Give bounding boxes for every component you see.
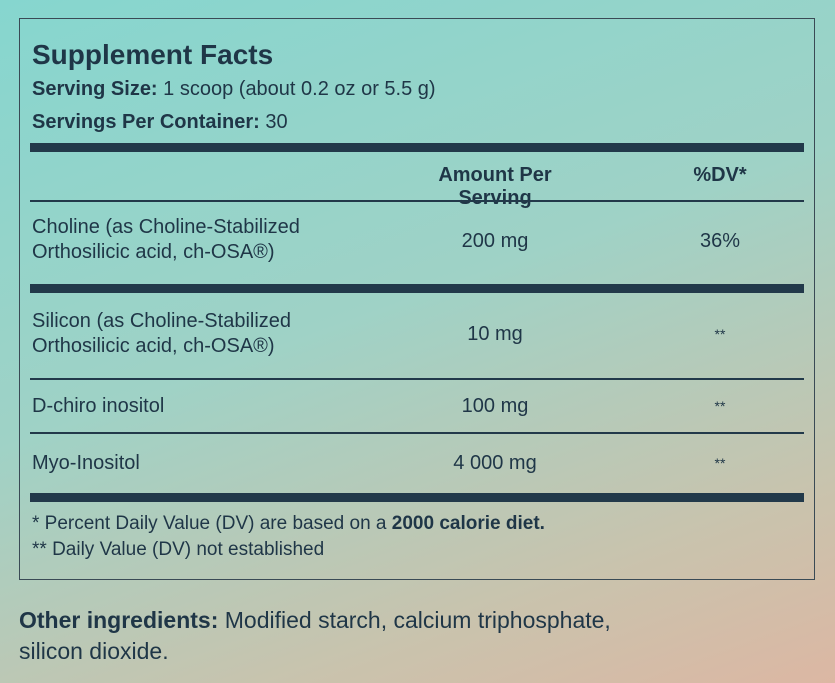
supplement-facts-panel: Supplement Facts Serving Size: 1 scoop (… (19, 18, 815, 580)
facts-title: Supplement Facts (32, 39, 274, 70)
divider (30, 378, 804, 380)
ingredient-dv: ** (714, 455, 726, 471)
ingredient-amount: 10 mg (467, 323, 523, 345)
other-ingredients-label: Other ingredients: (19, 607, 219, 633)
header-amount: Amount Per Serving (438, 164, 552, 209)
ingredient-name: Myo-Inositol (32, 452, 140, 474)
ingredient-name: Choline (as Choline-Stabilized Orthosili… (32, 216, 300, 263)
ingredient-name: Silicon (as Choline-Stabilized Orthosili… (32, 310, 292, 357)
ingredient-dv: ** (714, 398, 726, 414)
other-ingredients-text: Modified starch, calcium triphosphate, s… (19, 607, 611, 664)
ingredient-amount: 200 mg (461, 230, 529, 252)
servings-label: Servings Per Container: (32, 111, 260, 133)
ingredient-amount: 100 mg (461, 395, 529, 417)
serving-size-label: Serving Size: (32, 78, 158, 100)
servings-value: 30 (265, 111, 288, 133)
thick-divider (30, 284, 804, 293)
footnote-dv: * Percent Daily Value (DV) are based on … (32, 513, 545, 534)
serving-size: Serving Size: 1 scoop (about 0.2 oz or 5… (32, 78, 436, 101)
divider (30, 200, 804, 202)
servings-per-container: Servings Per Container: 30 (32, 111, 288, 134)
ingredient-dv: 36% (699, 230, 741, 252)
thick-divider (30, 493, 804, 502)
ingredient-dv: ** (714, 326, 726, 342)
other-ingredients: Other ingredients: Modified starch, calc… (19, 605, 619, 667)
footnote-not-established: ** Daily Value (DV) not established (32, 539, 325, 560)
divider (30, 432, 804, 434)
ingredient-name: D-chiro inositol (32, 395, 165, 417)
thick-divider (30, 143, 804, 152)
header-dv: %DV* (693, 164, 747, 186)
ingredient-amount: 4 000 mg (453, 452, 537, 474)
serving-size-value: 1 scoop (about 0.2 oz or 5.5 g) (163, 78, 436, 100)
